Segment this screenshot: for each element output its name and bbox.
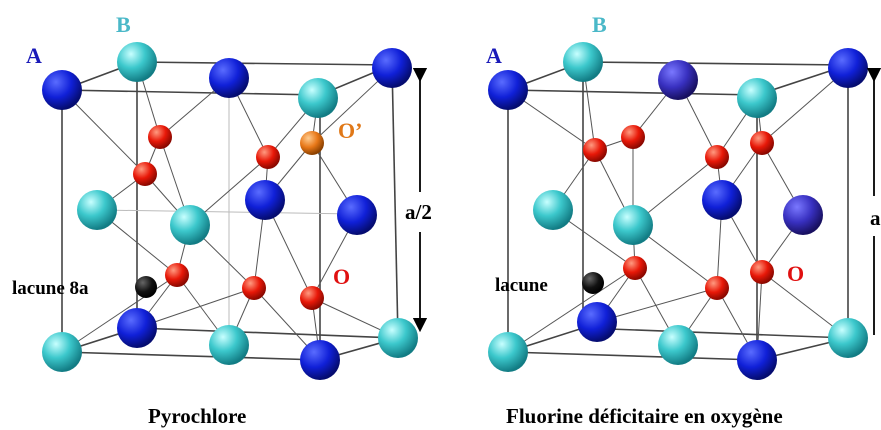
dimension-label-bg	[866, 196, 881, 236]
vacancy	[582, 272, 604, 294]
b-atom	[77, 190, 117, 230]
caption-pyrochlore: Pyrochlore	[148, 404, 246, 428]
label-vacancy: lacune	[495, 275, 548, 296]
label-b: B	[592, 12, 607, 37]
b-atom	[117, 42, 157, 82]
o-atom	[242, 276, 266, 300]
o-atom	[256, 145, 280, 169]
label-vacancy: lacune 8a	[12, 278, 89, 299]
dimension-label-bg	[401, 192, 445, 232]
o-atom	[621, 125, 645, 149]
a-atom	[117, 308, 157, 348]
a-atom	[702, 180, 742, 220]
label-a: A	[26, 43, 42, 68]
o-prime-atom	[300, 131, 324, 155]
label-dimension: a/2	[405, 200, 432, 224]
a-atom	[42, 70, 82, 110]
a-atom	[488, 70, 528, 110]
left-inner-lines	[99, 80, 356, 345]
o-atom	[133, 162, 157, 186]
label-o: O	[333, 264, 350, 289]
b-atom	[209, 325, 249, 365]
a-atom	[245, 180, 285, 220]
b-atom	[488, 332, 528, 372]
o-atom	[148, 125, 172, 149]
b-atom	[737, 78, 777, 118]
fluorine-panel: A B O lacune a Fluorine déficitaire en o…	[486, 12, 881, 428]
a-atom	[300, 340, 340, 380]
a-atom	[783, 195, 823, 235]
label-o: O	[787, 261, 804, 286]
b-atom	[298, 78, 338, 118]
a-atom	[337, 195, 377, 235]
o-atom	[623, 256, 647, 280]
o-atom	[300, 286, 324, 310]
o-atom	[583, 138, 607, 162]
label-a: A	[486, 43, 502, 68]
o-atom	[705, 276, 729, 300]
pyrochlore-panel: A B O’ O lacune 8a a/2 Pyrochlore	[12, 12, 445, 428]
o-atom	[165, 263, 189, 287]
a-atom	[828, 48, 868, 88]
b-atom	[533, 190, 573, 230]
a-atom	[658, 60, 698, 100]
a-atom	[209, 58, 249, 98]
a-atom	[577, 302, 617, 342]
b-atom	[828, 318, 868, 358]
caption-fluorine: Fluorine déficitaire en oxygène	[506, 404, 783, 428]
b-atom	[378, 318, 418, 358]
b-atom	[563, 42, 603, 82]
b-atom	[658, 325, 698, 365]
o-atom	[705, 145, 729, 169]
a-atom	[737, 340, 777, 380]
label-b: B	[116, 12, 131, 37]
a-atom	[372, 48, 412, 88]
b-atom	[613, 205, 653, 245]
o-atom	[750, 260, 774, 284]
b-atom	[170, 205, 210, 245]
b-atom	[42, 332, 82, 372]
o-atom	[750, 131, 774, 155]
label-dimension-partial: a	[870, 206, 881, 230]
vacancy-8a	[135, 276, 157, 298]
label-o-prime: O’	[338, 118, 362, 143]
